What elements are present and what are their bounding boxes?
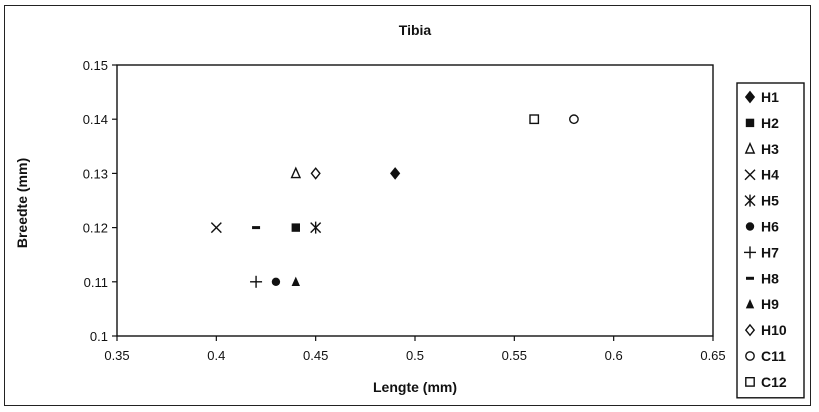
data-point-h9 (291, 276, 300, 286)
y-tick-label: 0.15 (83, 58, 108, 73)
data-point-h3 (290, 166, 302, 179)
y-tick-label: 0.13 (83, 166, 108, 181)
legend-box (736, 82, 805, 399)
legend-marker-h5 (744, 194, 756, 207)
legend-label-h2: H2 (761, 115, 779, 131)
x-tick-label: 0.5 (406, 348, 424, 363)
data-point-h5 (310, 221, 322, 234)
y-tick-label: 0.11 (84, 275, 108, 290)
legend-label-h3: H3 (761, 141, 779, 157)
legend-label-h8: H8 (761, 270, 779, 286)
legend-marker-c12 (745, 377, 755, 387)
legend-label-h1: H1 (761, 89, 779, 105)
legend-label-h4: H4 (761, 167, 779, 183)
y-axis-ticks: 0.1 0.11 0.12 0.13 0.14 0.15 (83, 58, 117, 344)
x-tick-label: 0.55 (502, 348, 527, 363)
plot-frame (116, 64, 714, 337)
data-points (210, 114, 579, 288)
chart-title: Tibia (399, 22, 432, 38)
data-point-h7 (250, 275, 263, 288)
chart-frame (4, 5, 811, 406)
data-point-h4 (210, 222, 222, 234)
legend: H1 H2 H3 H4 H5 H6 H7 H8 H9 H10 C11 C12 (736, 82, 805, 399)
data-point-c12 (529, 114, 540, 125)
legend-marker-h10 (744, 323, 756, 337)
legend-label-h5: H5 (761, 193, 779, 209)
legend-marker-h6 (745, 222, 755, 231)
legend-label-h9: H9 (761, 296, 779, 312)
legend-marker-h2 (745, 118, 755, 128)
x-tick-label: 0.65 (700, 348, 725, 363)
legend-marker-h3 (744, 141, 756, 154)
legend-marker-h9 (745, 299, 755, 309)
data-point-h1 (390, 167, 401, 180)
x-tick-label: 0.45 (303, 348, 328, 363)
x-tick-label: 0.4 (207, 348, 225, 363)
x-tick-label: 0.35 (104, 348, 129, 363)
x-axis-title: Lengte (mm) (373, 379, 457, 395)
y-tick-label: 0.1 (90, 329, 108, 344)
data-point-h10 (310, 167, 321, 180)
legend-label-c11: C11 (761, 348, 786, 364)
legend-marker-h7 (744, 246, 756, 259)
data-point-h8 (252, 226, 261, 230)
y-tick-label: 0.14 (83, 112, 108, 127)
plot-area (116, 64, 714, 337)
legend-label-c12: C12 (761, 374, 787, 390)
y-axis-title: Breedte (mm) (14, 158, 30, 248)
legend-marker-h8 (746, 276, 754, 280)
y-tick-label: 0.12 (83, 221, 108, 236)
data-point-h2 (291, 223, 300, 232)
data-point-h6 (271, 277, 281, 286)
x-axis-ticks: 0.35 0.4 0.45 0.5 0.55 0.6 0.65 (104, 336, 726, 363)
legend-marker-c11 (745, 351, 755, 361)
legend-label-h7: H7 (761, 244, 779, 260)
legend-label-h10: H10 (761, 322, 787, 338)
data-point-c11 (569, 114, 579, 125)
legend-marker-h4 (744, 169, 756, 181)
legend-marker-h1 (744, 90, 756, 104)
x-tick-label: 0.6 (605, 348, 623, 363)
legend-label-h6: H6 (761, 219, 779, 235)
